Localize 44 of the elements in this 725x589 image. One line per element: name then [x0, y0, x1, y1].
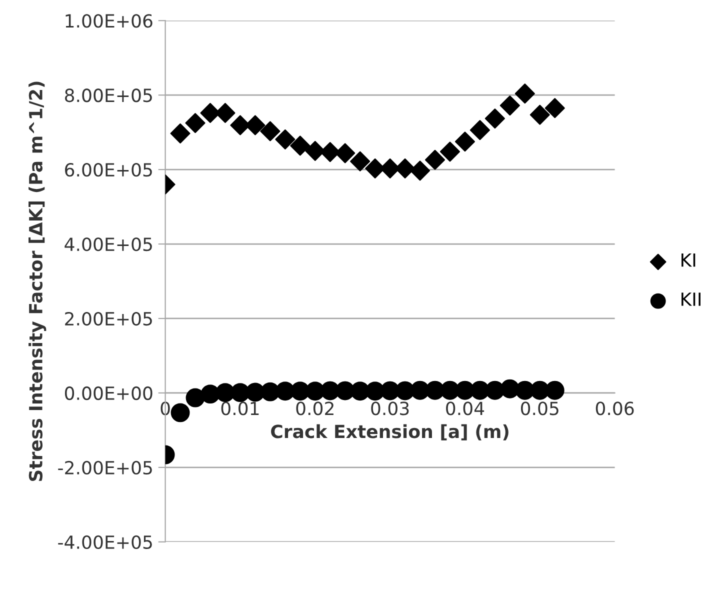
point: [544, 98, 565, 118]
point: [366, 382, 385, 401]
point: [410, 160, 430, 181]
point: [185, 112, 206, 134]
x-tick-label: 0.04: [446, 402, 484, 416]
x-tick-label: 0.06: [596, 402, 634, 416]
y-tick-label: 8.00E+05: [65, 88, 152, 102]
point: [500, 95, 520, 116]
x-tick-label: 0: [160, 402, 170, 416]
point: [170, 123, 190, 144]
point: [530, 104, 550, 125]
point: [260, 121, 280, 142]
legend-label: KII: [682, 292, 700, 306]
x-axis-title: Crack Extension [a] (m): [271, 424, 508, 440]
y-axis-title: Stress Intensity Factor [ΔK] (Pa m^1/2): [28, 82, 46, 481]
x-tick-label: 0.01: [221, 402, 259, 416]
point: [290, 136, 310, 156]
point: [545, 380, 564, 400]
point: [275, 129, 296, 150]
y-tick-label: -2.00E+05: [58, 460, 152, 475]
point: [170, 403, 190, 422]
y-tick-label: 2.00E+05: [65, 312, 152, 326]
point: [484, 108, 505, 129]
point: [470, 120, 490, 140]
point: [320, 142, 340, 162]
point: [514, 84, 535, 104]
point: [424, 150, 446, 170]
point: [454, 132, 475, 152]
y-tick-label: 0.00E+00: [64, 386, 152, 400]
x-tick-label: 0.03: [371, 402, 409, 416]
x-tick-label: 0.02: [296, 402, 334, 416]
y-tick-label: -4.00E+05: [58, 535, 152, 549]
y-tick-label: 6.00E+05: [65, 163, 152, 177]
legend-label: KI: [682, 253, 696, 267]
y-tick-label: 4.00E+05: [64, 237, 152, 252]
point: [305, 140, 326, 161]
x-tick-label: 0.05: [520, 402, 558, 416]
point: [440, 142, 460, 162]
point: [350, 151, 370, 172]
point: [200, 384, 220, 404]
y-tick-label: 1.00E+06: [66, 14, 152, 28]
point: [335, 143, 356, 164]
point: [306, 382, 325, 401]
point: [186, 388, 205, 408]
